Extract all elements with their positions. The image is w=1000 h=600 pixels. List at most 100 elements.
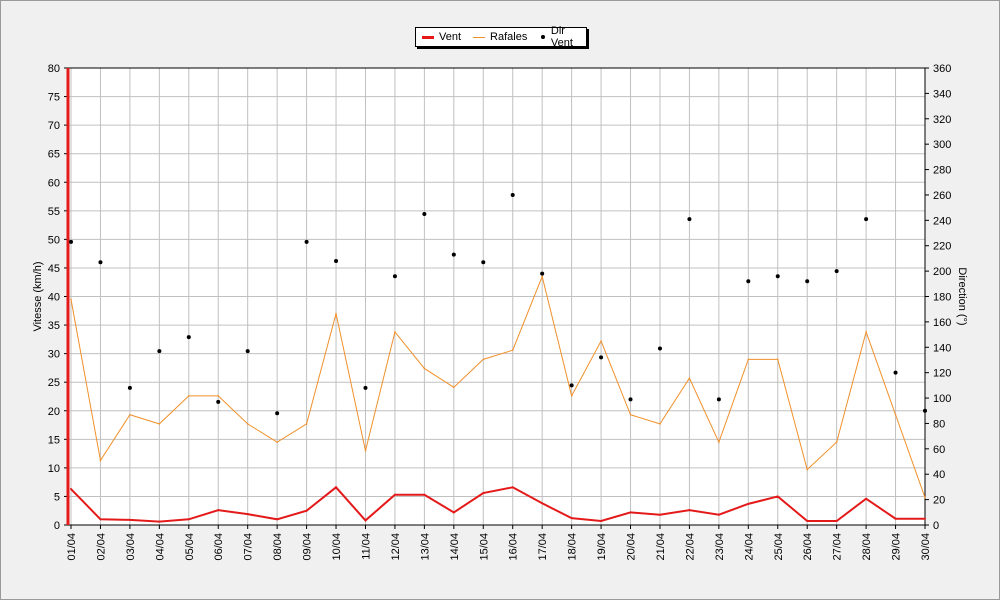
- dir-point: [304, 239, 309, 244]
- x-tick-label: 22/04: [684, 533, 696, 561]
- legend-label-dir: Dir Vent: [550, 25, 573, 49]
- rafales-point: [364, 449, 367, 452]
- y2-tick-label: 120: [933, 368, 951, 380]
- rafales-point: [453, 386, 455, 389]
- vent-point: [658, 513, 661, 516]
- y-tick-label: 5: [54, 491, 60, 503]
- dir-point: [363, 385, 368, 390]
- rafales-point: [570, 395, 573, 397]
- y-tick-label: 55: [48, 206, 60, 218]
- dir-point: [540, 271, 545, 276]
- rafales-point: [541, 275, 543, 278]
- y2-tick-label: 360: [933, 63, 951, 75]
- vent-point: [865, 497, 868, 500]
- y2-tick-label: 320: [933, 114, 951, 126]
- dir-point: [687, 217, 692, 222]
- series-vent-line: [70, 485, 925, 523]
- y-tick-label: 40: [48, 292, 60, 304]
- legend-item-vent: Vent: [422, 31, 461, 43]
- vent-point: [511, 486, 514, 489]
- rafales-point: [865, 331, 867, 333]
- x-tick-label: 18/04: [567, 533, 579, 561]
- x-tick-label: 08/04: [272, 533, 284, 561]
- vent-point: [835, 520, 838, 523]
- vent-point: [335, 486, 338, 489]
- y2-axis-label: Direction (°): [956, 267, 968, 325]
- rafales-point: [394, 331, 396, 333]
- legend-item-dir: Dir Vent: [537, 25, 586, 49]
- rafales-point: [600, 340, 602, 342]
- dir-point: [510, 192, 515, 197]
- x-tick-label: 03/04: [125, 533, 137, 561]
- rafales-point: [894, 413, 897, 416]
- dir-point: [569, 383, 574, 388]
- y2-tick-label: 280: [933, 165, 951, 177]
- dir-point: [334, 258, 339, 263]
- legend-label-rafales: Rafales: [490, 31, 528, 43]
- vent-point: [482, 492, 485, 495]
- dir-point: [716, 397, 721, 402]
- x-tick-label: 15/04: [478, 533, 490, 561]
- x-tick-label: 24/04: [743, 533, 755, 561]
- legend-swatch-vent: [422, 35, 434, 39]
- rafales-point: [70, 298, 72, 301]
- y-tick-label: 80: [48, 63, 60, 75]
- vent-point: [99, 518, 102, 521]
- legend-label-vent: Vent: [439, 31, 462, 43]
- rafales-point: [482, 358, 485, 361]
- x-tick-label: 10/04: [331, 533, 343, 561]
- x-tick-label: 26/04: [802, 533, 814, 561]
- x-tick-label: 04/04: [154, 533, 166, 561]
- vent-point: [747, 502, 750, 505]
- rafales-point: [835, 441, 838, 443]
- y-tick-label: 25: [48, 377, 60, 389]
- y-tick-label: 10: [48, 463, 60, 475]
- dir-point: [216, 399, 221, 404]
- vent-point: [541, 502, 544, 505]
- rafales-point: [659, 423, 661, 425]
- series-dir: [69, 192, 927, 416]
- vent-point: [688, 509, 691, 512]
- x-tick-label: 05/04: [184, 533, 196, 561]
- vent-point: [894, 517, 897, 520]
- dir-point: [746, 279, 751, 284]
- dir-point: [893, 370, 898, 375]
- y-tick-label: 70: [48, 120, 60, 132]
- series-vent: [70, 485, 926, 523]
- y-tick-label: 45: [48, 263, 60, 275]
- legend-item-rafales: Rafales: [473, 31, 527, 43]
- dir-point: [628, 397, 633, 402]
- y-tick-label: 50: [48, 234, 60, 246]
- vent-point: [629, 511, 632, 514]
- x-tick-label: 13/04: [419, 533, 431, 561]
- y2-tick-label: 240: [933, 215, 951, 227]
- y2-tick-label: 260: [933, 190, 951, 202]
- x-tick-label: 19/04: [596, 533, 608, 561]
- vent-point: [600, 520, 603, 523]
- rafales-point: [718, 441, 720, 443]
- dir-point: [599, 355, 604, 360]
- dir-point: [69, 239, 73, 244]
- x-tick-label: 09/04: [302, 533, 314, 561]
- y2-tick-label: 60: [933, 444, 945, 456]
- vent-point: [187, 518, 190, 521]
- legend-swatch-rafales: [473, 36, 486, 38]
- dir-point: [451, 252, 456, 257]
- dir-point: [481, 260, 486, 265]
- vent-point: [128, 518, 131, 521]
- dir-point: [157, 349, 162, 354]
- y-tick-label: 0: [54, 520, 60, 532]
- x-tick-label: 06/04: [213, 533, 225, 561]
- dir-point: [805, 279, 810, 284]
- y2-tick-label: 80: [933, 418, 945, 430]
- x-tick-label: 01/04: [66, 533, 78, 561]
- x-tick-label: 23/04: [714, 533, 726, 561]
- chart-legend: Vent Rafales Dir Vent: [415, 25, 587, 49]
- dir-point: [186, 335, 191, 340]
- rafales-point: [629, 413, 632, 416]
- rafales-point: [129, 413, 131, 416]
- dir-point: [834, 269, 839, 274]
- rafales-point: [305, 423, 308, 425]
- rafales-point: [924, 496, 926, 499]
- x-tick-label: 29/04: [891, 533, 903, 561]
